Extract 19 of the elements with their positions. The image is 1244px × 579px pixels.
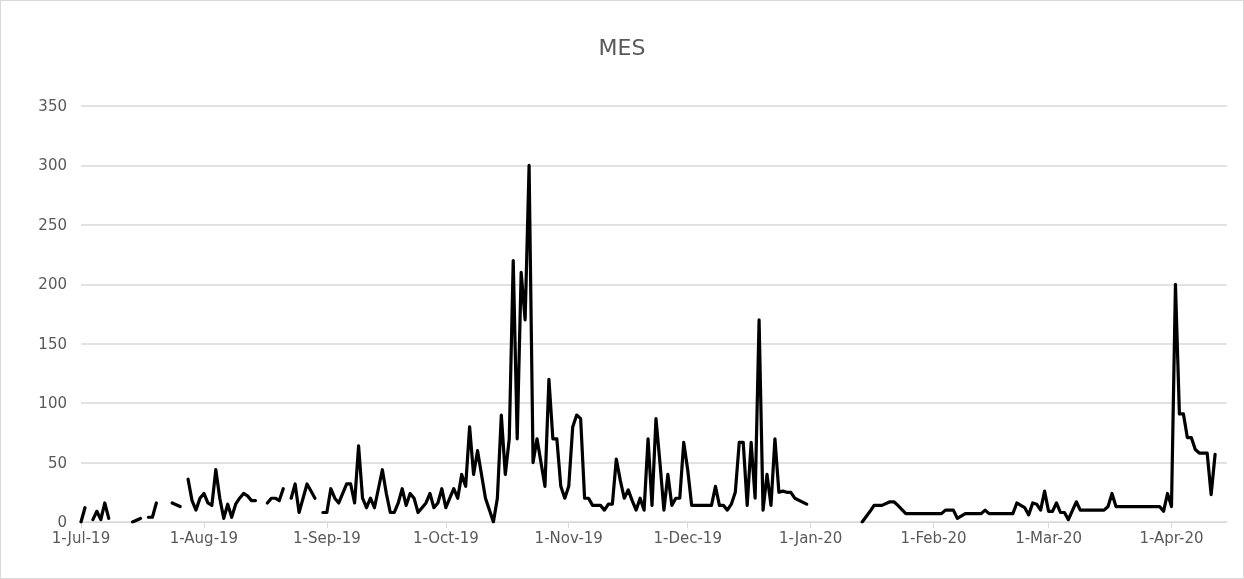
y-tick-label: 300 bbox=[38, 156, 67, 175]
x-tick-label: 1-Nov-19 bbox=[534, 528, 603, 547]
y-tick-label: 150 bbox=[38, 334, 67, 353]
x-tick-label: 1-Sep-19 bbox=[292, 528, 361, 547]
y-tick-label: 50 bbox=[47, 453, 67, 472]
x-tick-label: 1-Dec-19 bbox=[653, 528, 722, 547]
y-tick-label: 0 bbox=[57, 513, 67, 531]
y-tick-label: 200 bbox=[38, 275, 67, 294]
x-tick-label: 1-Feb-20 bbox=[900, 528, 967, 547]
y-tick-label: 250 bbox=[38, 215, 67, 234]
chart-title: MES bbox=[598, 34, 646, 60]
y-tick-label: 350 bbox=[38, 97, 67, 115]
x-tick-label: 1-Aug-19 bbox=[169, 528, 239, 547]
x-tick-label: 1-Jul-19 bbox=[51, 528, 111, 547]
y-tick-label: 100 bbox=[38, 394, 67, 413]
x-tick-label: 1-Oct-19 bbox=[412, 528, 479, 547]
x-tick-label: 1-Apr-20 bbox=[1139, 528, 1204, 547]
x-tick-label: 1-Jan-20 bbox=[778, 528, 843, 547]
x-tick-label: 1-Mar-20 bbox=[1015, 528, 1082, 547]
